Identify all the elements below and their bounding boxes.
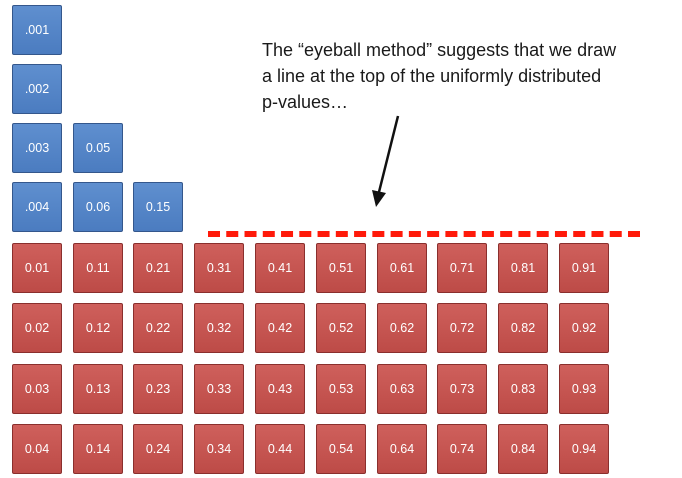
annotation-text: The “eyeball method” suggests that we dr…: [262, 37, 672, 115]
uniform-pvalue-box: 0.02: [12, 303, 62, 353]
significant-pvalue-box: .001: [12, 5, 62, 55]
uniform-pvalue-box: 0.72: [437, 303, 487, 353]
uniform-pvalue-box: 0.91: [559, 243, 609, 293]
uniform-pvalue-box: 0.83: [498, 364, 548, 414]
uniform-pvalue-box: 0.52: [316, 303, 366, 353]
uniform-pvalue-box: 0.13: [73, 364, 123, 414]
significant-pvalue-box: .003: [12, 123, 62, 173]
uniform-pvalue-box: 0.34: [194, 424, 244, 474]
uniform-pvalue-box: 0.74: [437, 424, 487, 474]
uniform-pvalue-box: 0.32: [194, 303, 244, 353]
uniform-pvalue-box: 0.82: [498, 303, 548, 353]
significant-pvalue-box: 0.06: [73, 182, 123, 232]
significant-pvalue-box: .004: [12, 182, 62, 232]
uniform-pvalue-box: 0.93: [559, 364, 609, 414]
significant-pvalue-box: 0.05: [73, 123, 123, 173]
uniform-pvalue-box: 0.54: [316, 424, 366, 474]
uniform-pvalue-box: 0.24: [133, 424, 183, 474]
uniform-pvalue-box: 0.14: [73, 424, 123, 474]
uniform-pvalue-box: 0.12: [73, 303, 123, 353]
uniform-pvalue-box: 0.51: [316, 243, 366, 293]
uniform-pvalue-box: 0.63: [377, 364, 427, 414]
uniform-pvalue-box: 0.03: [12, 364, 62, 414]
significant-pvalue-box: 0.15: [133, 182, 183, 232]
uniform-pvalue-box: 0.64: [377, 424, 427, 474]
uniform-pvalue-box: 0.42: [255, 303, 305, 353]
threshold-line: [208, 231, 640, 237]
uniform-pvalue-box: 0.81: [498, 243, 548, 293]
uniform-pvalue-box: 0.04: [12, 424, 62, 474]
uniform-pvalue-box: 0.61: [377, 243, 427, 293]
uniform-pvalue-box: 0.92: [559, 303, 609, 353]
uniform-pvalue-box: 0.23: [133, 364, 183, 414]
annotation-line-1: The “eyeball method” suggests that we dr…: [262, 40, 617, 60]
uniform-pvalue-box: 0.22: [133, 303, 183, 353]
annotation-line-2: a line at the top of the uniformly distr…: [262, 66, 602, 86]
uniform-pvalue-box: 0.94: [559, 424, 609, 474]
significant-pvalue-box: .002: [12, 64, 62, 114]
uniform-pvalue-box: 0.31: [194, 243, 244, 293]
uniform-pvalue-box: 0.11: [73, 243, 123, 293]
annotation-line-3: p-values…: [262, 92, 349, 112]
uniform-pvalue-box: 0.33: [194, 364, 244, 414]
uniform-pvalue-box: 0.73: [437, 364, 487, 414]
uniform-pvalue-box: 0.43: [255, 364, 305, 414]
uniform-pvalue-box: 0.84: [498, 424, 548, 474]
uniform-pvalue-box: 0.01: [12, 243, 62, 293]
uniform-pvalue-box: 0.44: [255, 424, 305, 474]
uniform-pvalue-box: 0.62: [377, 303, 427, 353]
uniform-pvalue-box: 0.71: [437, 243, 487, 293]
uniform-pvalue-box: 0.21: [133, 243, 183, 293]
uniform-pvalue-box: 0.41: [255, 243, 305, 293]
uniform-pvalue-box: 0.53: [316, 364, 366, 414]
